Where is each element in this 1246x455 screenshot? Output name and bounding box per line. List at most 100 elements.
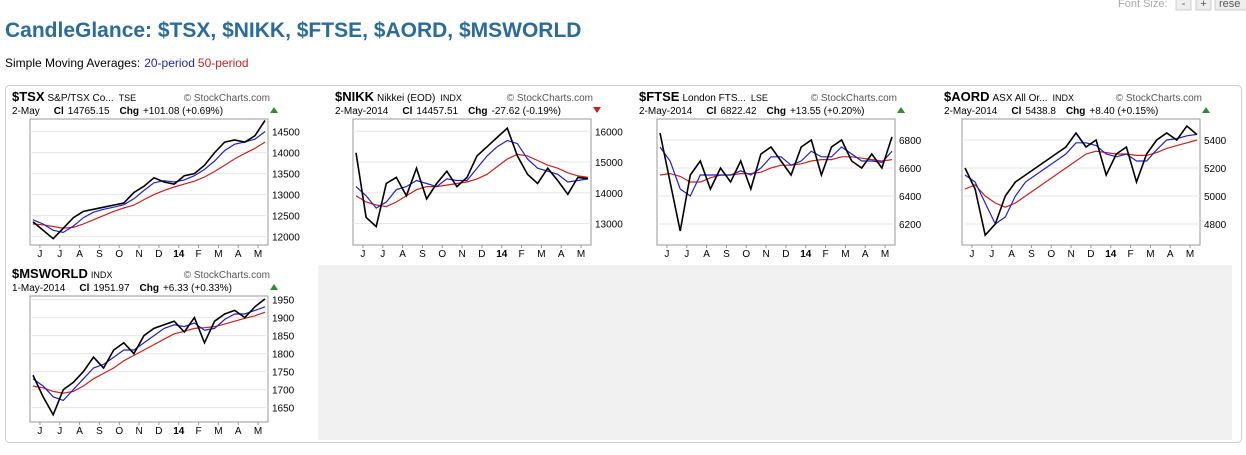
security-name: Nikkei (EOD) [377, 93, 435, 104]
close-label: Cl [706, 106, 716, 117]
date: 2-May-2014 [335, 106, 389, 117]
x-tick-label: O [1047, 249, 1055, 260]
close-value: 6822.42 [720, 106, 757, 117]
ma20-line [32, 306, 266, 402]
x-tick-label: M [537, 249, 545, 260]
y-tick-label: 14000 [272, 149, 300, 160]
x-tick-label: F [196, 249, 202, 260]
subtitle-ma20: 20-period [144, 56, 195, 70]
ma20-line [32, 131, 266, 234]
y-tick-label: 13000 [595, 219, 623, 230]
y-tick-label: 14500 [272, 128, 300, 139]
x-tick-label: A [703, 249, 710, 260]
credit: © StockCharts.com [507, 93, 593, 104]
y-tick-label: 12500 [272, 212, 300, 223]
plot-area [352, 118, 592, 246]
ma20-line [355, 139, 589, 209]
x-tick-label: O [115, 426, 123, 437]
y-tick-label: 6200 [899, 220, 922, 231]
close-label: Cl [79, 283, 89, 294]
price-line [355, 126, 589, 229]
font-size-label: Font Size: [1118, 0, 1168, 10]
x-tick-label: M [1146, 249, 1154, 260]
x-tick-label: N [135, 249, 142, 260]
date: 2-May-2014 [639, 106, 693, 117]
change-value: +101.08 (+0.69%) [143, 106, 223, 117]
x-tick-label: A [76, 426, 83, 437]
x-tick-label: A [558, 249, 565, 260]
font-reset-button[interactable] [1214, 0, 1246, 11]
change-label: Chg [1066, 106, 1085, 117]
exchange: INDX [440, 93, 462, 103]
x-tick-label: A [399, 249, 406, 260]
close-value: 14765.15 [68, 106, 110, 117]
y-tick-label: 1850 [272, 332, 295, 343]
y-tick-label: 6600 [899, 164, 922, 175]
x-tick-label: M [254, 426, 262, 437]
x-tick-label: J [57, 426, 62, 437]
font-smaller-button[interactable] [1175, 0, 1192, 11]
x-tick-label: S [723, 249, 730, 260]
y-tick-label: 1750 [272, 368, 295, 379]
x-tick-label: S [96, 426, 103, 437]
x-tick-label: J [380, 249, 385, 260]
x-tick-label: J [57, 249, 62, 260]
credit: © StockCharts.com [184, 93, 270, 104]
x-tick-label: S [1028, 249, 1035, 260]
y-tick-label: 4800 [1204, 220, 1227, 231]
y-tick-label: 12000 [272, 233, 300, 244]
x-tick-label: F [823, 249, 829, 260]
y-tick-label: 16000 [595, 127, 623, 138]
y-tick-label: 14000 [595, 189, 623, 200]
y-tick-label: 13500 [272, 170, 300, 181]
y-tick-label: 6400 [899, 192, 922, 203]
x-tick-label: O [115, 249, 123, 260]
date: 2-May-2014 [944, 106, 998, 117]
exchange: TSE [119, 93, 137, 103]
change-value: +8.40 (+0.15%) [1089, 106, 1158, 117]
x-tick-label: 14 [173, 249, 185, 260]
x-tick-label: D [155, 249, 162, 260]
font-larger-button[interactable] [1195, 0, 1212, 11]
x-tick-label: M [1186, 249, 1194, 260]
x-tick-label: J [969, 249, 974, 260]
x-tick-label: 14 [173, 426, 185, 437]
date: 2-May [12, 106, 40, 117]
ma50-line [355, 153, 589, 208]
x-tick-label: D [155, 426, 162, 437]
x-tick-label: A [1167, 249, 1174, 260]
y-tick-label: 1650 [272, 404, 295, 415]
x-tick-label: A [76, 249, 83, 260]
x-tick-label: N [762, 249, 769, 260]
y-tick-label: 1700 [272, 386, 295, 397]
close-label: Cl [1011, 106, 1021, 117]
x-tick-label: A [235, 426, 242, 437]
font-larger-text[interactable]: + [1200, 0, 1206, 10]
font-reset-text[interactable]: rese [1219, 0, 1240, 10]
y-tick-label: 5000 [1204, 192, 1227, 203]
security-name: London FTS... [682, 93, 745, 104]
ma50-line [964, 139, 1198, 208]
x-tick-label: J [684, 249, 689, 260]
page-title: CandleGlance: $TSX, $NIKK, $FTSE, $AORD,… [5, 19, 581, 42]
x-tick-label: M [214, 426, 222, 437]
x-tick-label: D [1087, 249, 1094, 260]
x-tick-label: A [235, 249, 242, 260]
change-value: +13.55 (+0.20%) [790, 106, 865, 117]
x-tick-label: J [664, 249, 669, 260]
x-tick-label: M [577, 249, 585, 260]
x-tick-label: D [478, 249, 485, 260]
x-tick-label: O [438, 249, 446, 260]
empty-area [318, 265, 1232, 440]
x-tick-label: M [254, 249, 262, 260]
credit: © StockCharts.com [811, 93, 897, 104]
y-tick-label: 6800 [899, 136, 922, 147]
y-tick-label: 5400 [1204, 136, 1227, 147]
credit: © StockCharts.com [1116, 93, 1202, 104]
x-tick-label: O [742, 249, 750, 260]
font-smaller-text[interactable]: - [1182, 0, 1186, 10]
x-tick-label: J [37, 426, 42, 437]
price-line [659, 132, 893, 232]
exchange: INDX [1053, 93, 1075, 103]
